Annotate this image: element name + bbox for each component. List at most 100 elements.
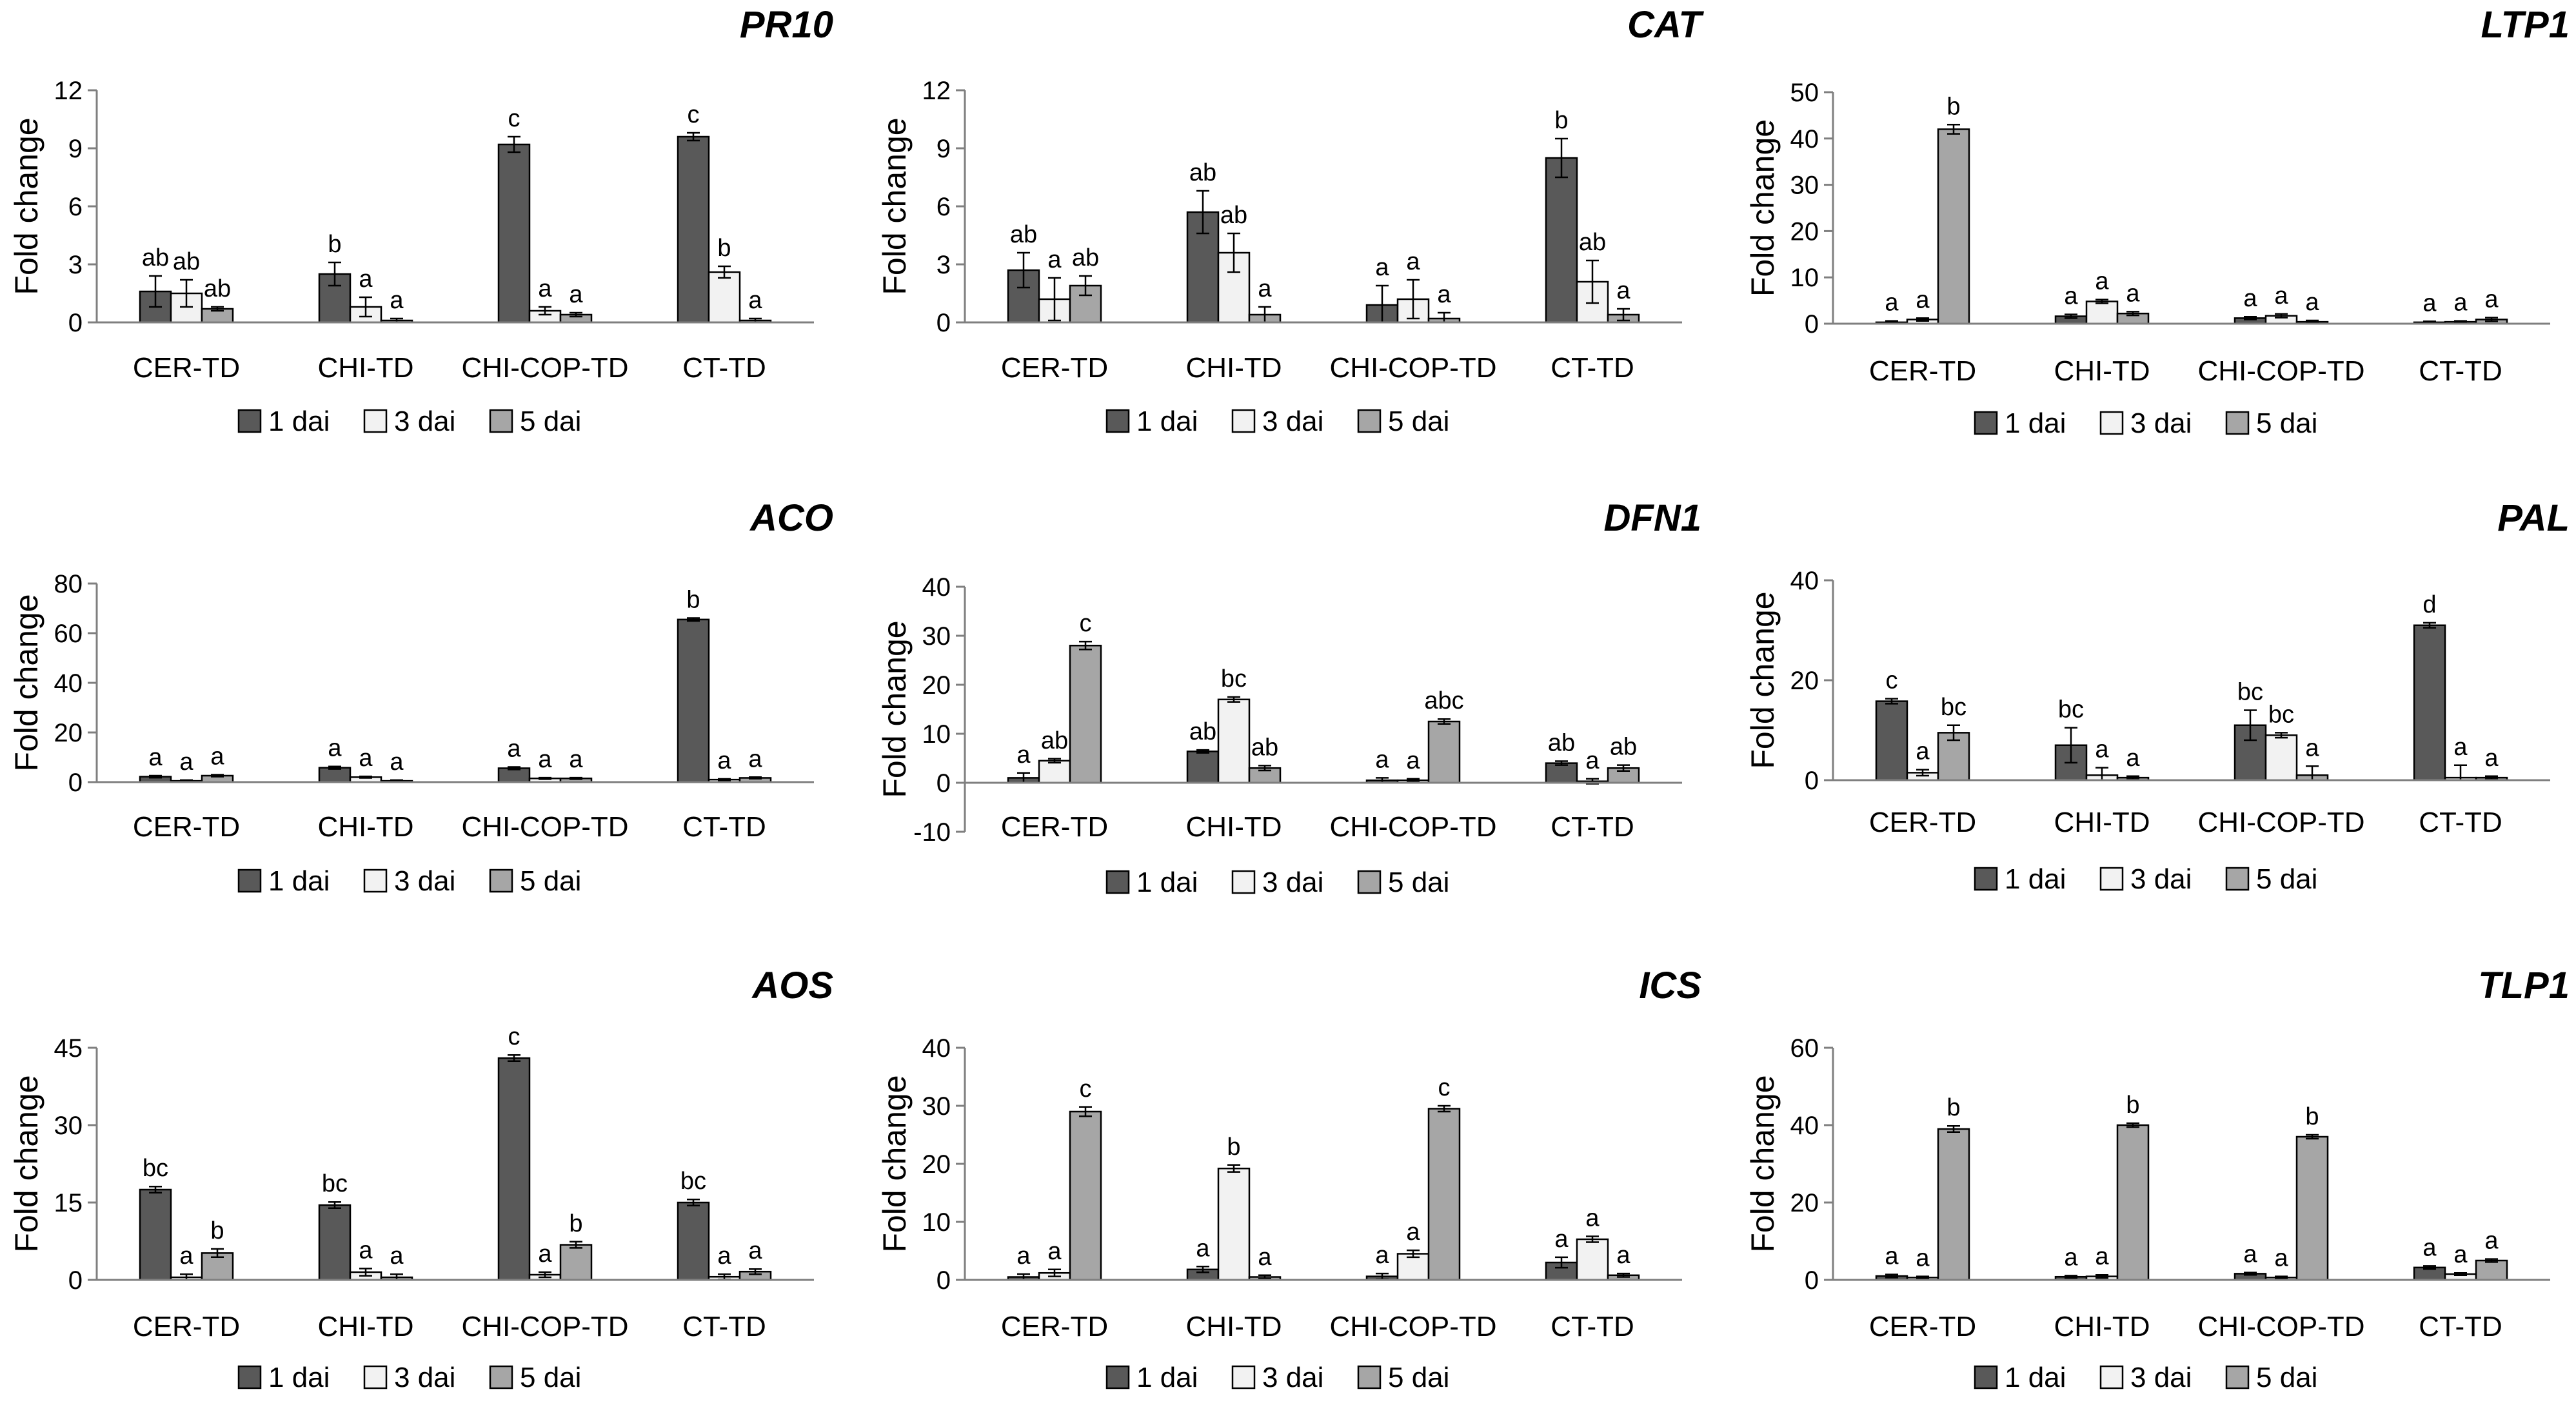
x-category-label: CER-TD [1869,807,1976,838]
legend-swatch [363,1365,388,1389]
x-category-label: CER-TD [133,811,240,843]
bar [1038,760,1071,784]
legend: 1 dai 3 dai 5 dai [1974,1362,2317,1393]
y-tick-label: 10 [922,720,951,749]
legend-swatch [237,1365,262,1389]
significance-label: a [2095,736,2109,763]
significance-label: ab [1189,159,1216,186]
y-tick-label: 9 [68,135,83,163]
significance-label: a [179,1242,193,1270]
x-category-label: CER-TD [133,1311,240,1342]
significance-label: a [1885,1243,1899,1270]
significance-label: c [508,105,520,132]
legend-label: 1 dai [1136,406,1198,437]
x-category-label: CHI-TD [317,352,413,384]
legend-label: 1 dai [2005,1362,2066,1393]
x-category-label: CHI-TD [317,811,413,843]
significance-label: a [717,1242,731,1270]
legend-swatch [489,1365,513,1389]
y-tick-label: 60 [54,620,83,648]
y-tick-label: 12 [54,77,83,105]
x-category-label: CT-TD [1551,352,1634,384]
significance-label: b [1554,107,1568,134]
x-category-label: CHI-COP-TD [1329,1311,1496,1342]
legend-label: 5 dai [2256,408,2317,439]
significance-label: ab [1189,718,1216,745]
significance-label: a [538,746,552,773]
legend-label: 5 dai [2256,1362,2317,1393]
legend-label: 1 dai [1136,867,1198,898]
legend-swatch [2099,867,2124,891]
legend-label: 5 dai [2256,863,2317,895]
y-tick-label: 20 [54,719,83,747]
legend-label: 1 dai [268,406,330,437]
bar [2264,734,2298,781]
legend-label: 3 dai [2130,1362,2192,1393]
significance-label: a [2274,1245,2288,1272]
y-tick-label: 40 [1790,567,1819,595]
bar [559,1244,593,1281]
significance-label: c [1080,1075,1092,1103]
x-category-label: CHI-TD [2054,807,2150,838]
y-tick-label: 0 [1805,310,1819,339]
legend-label: 3 dai [394,406,455,437]
significance-label: a [1616,1242,1630,1269]
significance-label: b [686,587,700,614]
bar [2413,624,2446,781]
bar [2475,1259,2508,1281]
bar [1069,644,1102,784]
legend-swatch [2099,1365,2124,1389]
legend-swatch [237,869,262,893]
significance-label: c [508,1023,520,1050]
significance-label: a [1916,738,1930,765]
x-category-label: CHI-COP-TD [1329,352,1496,384]
significance-label: ab [1251,734,1278,761]
y-tick-label: 40 [1790,125,1819,153]
bar [1937,128,1970,325]
significance-label: a [569,746,583,773]
legend-label: 3 dai [394,865,455,897]
bar [1186,751,1220,784]
significance-label: b [2126,1092,2139,1119]
y-tick-label: 50 [1790,79,1819,107]
y-axis-label: Fold change [877,117,913,295]
x-category-label: CER-TD [1001,811,1108,843]
bar [497,1057,531,1281]
significance-label: a [1916,286,1930,313]
legend: 1 dai 3 dai 5 dai [1105,867,1449,898]
y-tick-label: 0 [68,309,83,337]
significance-label: bc [680,1168,706,1195]
legend-swatch [2225,1365,2250,1389]
bar [497,767,531,783]
legend: 1 dai 3 dai 5 dai [1105,1362,1449,1393]
y-tick-label: 0 [936,309,951,337]
significance-label: bc [2058,696,2084,723]
significance-label: a [538,275,552,302]
x-category-label: CHI-COP-TD [2197,807,2364,838]
bar [677,618,710,783]
significance-label: a [1375,254,1389,281]
x-category-label: CHI-TD [2054,355,2150,387]
significance-label: bc [1221,665,1247,692]
legend-label: 1 dai [1136,1362,1198,1393]
significance-label: a [748,745,762,772]
x-category-label: CT-TD [682,1311,766,1342]
y-tick-label: 60 [1790,1034,1819,1063]
significance-label: a [1047,246,1062,273]
chart-title: DFN1 [1604,497,1701,539]
significance-label: a [2484,286,2499,313]
legend-label: 5 dai [520,1362,581,1393]
y-tick-label: 30 [922,1092,951,1121]
legend: 1 dai 3 dai 5 dai [1974,863,2317,895]
y-tick-label: 0 [68,1266,83,1295]
x-category-label: CHI-TD [1185,352,1282,384]
bar [1427,1108,1461,1281]
x-category-label: CT-TD [1551,1311,1634,1342]
y-tick-label: 9 [936,135,951,163]
y-axis-label: Fold change [1745,1075,1781,1252]
